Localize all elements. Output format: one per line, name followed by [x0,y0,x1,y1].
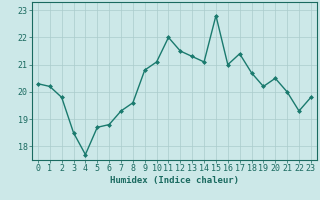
X-axis label: Humidex (Indice chaleur): Humidex (Indice chaleur) [110,176,239,185]
